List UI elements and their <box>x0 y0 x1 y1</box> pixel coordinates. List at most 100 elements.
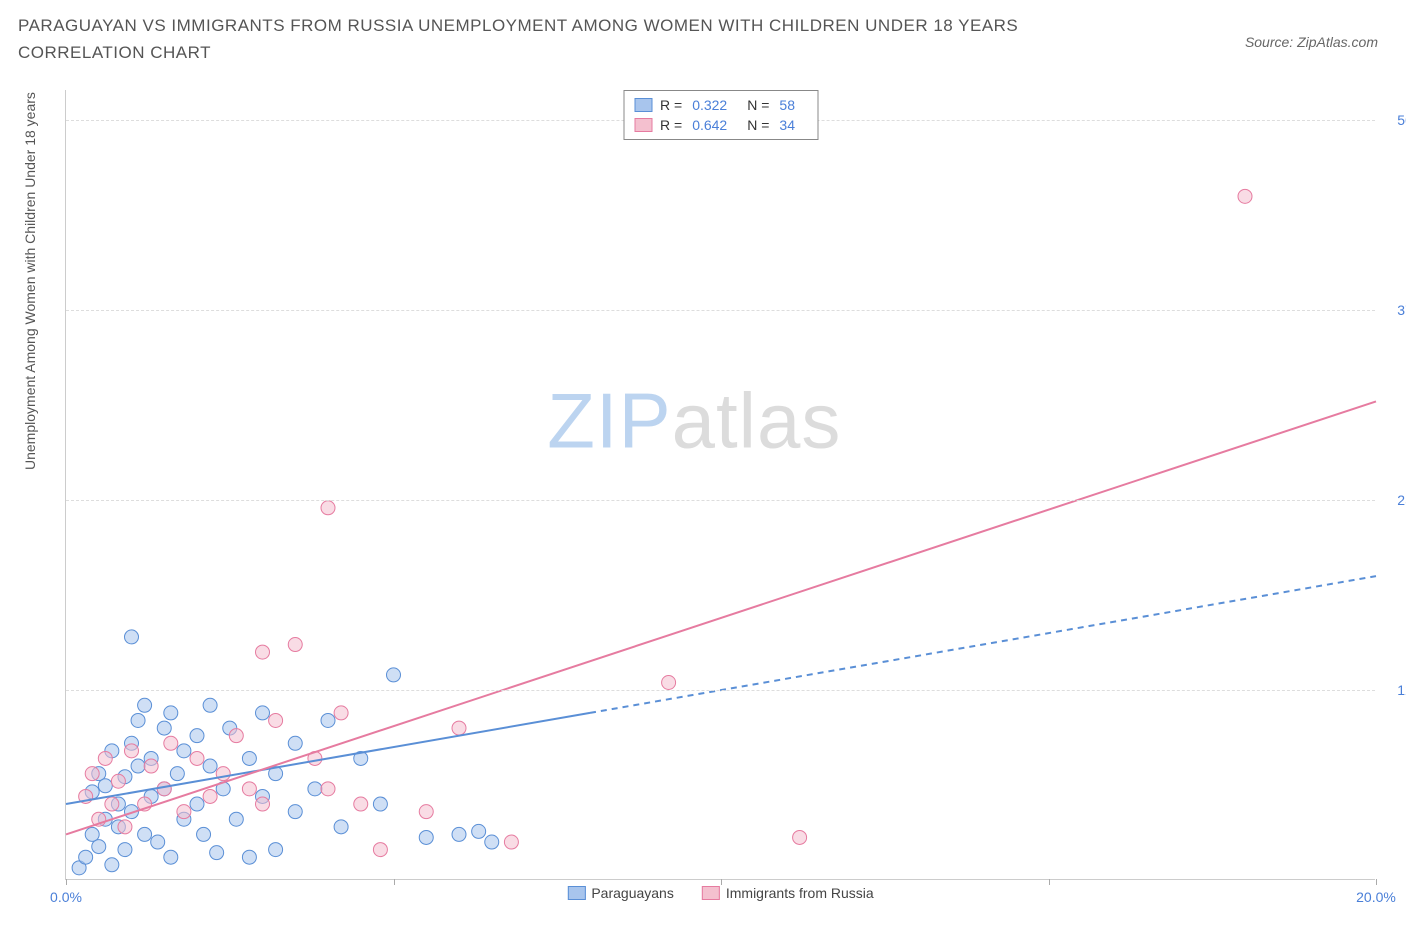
scatter-point <box>229 812 243 826</box>
scatter-point <box>177 805 191 819</box>
scatter-point <box>177 744 191 758</box>
legend-stats-box: R = 0.322 N = 58 R = 0.642 N = 34 <box>623 90 818 140</box>
scatter-point <box>288 805 302 819</box>
scatter-point <box>79 850 93 864</box>
scatter-point <box>203 789 217 803</box>
scatter-point <box>197 827 211 841</box>
scatter-point <box>1238 189 1252 203</box>
scatter-point <box>256 706 270 720</box>
legend-n-label: N = <box>747 117 769 133</box>
x-tick-label: 0.0% <box>50 889 82 905</box>
scatter-point <box>111 774 125 788</box>
scatter-point <box>334 706 348 720</box>
scatter-point <box>118 820 132 834</box>
y-tick-label: 12.5% <box>1379 682 1406 698</box>
scatter-point <box>131 713 145 727</box>
y-tick-label: 25.0% <box>1379 492 1406 508</box>
scatter-point <box>92 840 106 854</box>
plot-area: ZIPatlas R = 0.322 N = 58 R = 0.642 N = … <box>65 90 1375 880</box>
scatter-point <box>164 850 178 864</box>
scatter-point <box>452 721 466 735</box>
scatter-point <box>485 835 499 849</box>
scatter-point <box>452 827 466 841</box>
scatter-point <box>288 736 302 750</box>
scatter-point <box>190 729 204 743</box>
scatter-point <box>138 827 152 841</box>
plot-svg <box>66 90 1375 879</box>
scatter-point <box>373 797 387 811</box>
chart-title: PARAGUAYAN VS IMMIGRANTS FROM RUSSIA UNE… <box>18 12 1138 66</box>
scatter-point <box>170 767 184 781</box>
scatter-point <box>419 805 433 819</box>
x-tick <box>1049 879 1050 885</box>
scatter-point <box>98 751 112 765</box>
scatter-point <box>419 830 433 844</box>
legend-label: Immigrants from Russia <box>726 885 874 901</box>
gridline <box>66 690 1375 691</box>
scatter-point <box>125 630 139 644</box>
scatter-point <box>144 759 158 773</box>
scatter-point <box>151 835 165 849</box>
legend-r-value: 0.322 <box>692 97 727 113</box>
scatter-point <box>157 782 171 796</box>
x-tick <box>1376 879 1377 885</box>
legend-r-label: R = <box>660 97 682 113</box>
y-tick-label: 37.5% <box>1379 302 1406 318</box>
scatter-point <box>269 843 283 857</box>
swatch-russia <box>702 886 720 900</box>
scatter-point <box>373 843 387 857</box>
scatter-point <box>229 729 243 743</box>
y-axis-title: Unemployment Among Women with Children U… <box>22 92 38 470</box>
scatter-point <box>321 501 335 515</box>
scatter-point <box>288 638 302 652</box>
y-tick-label: 50.0% <box>1379 112 1406 128</box>
scatter-point <box>269 713 283 727</box>
scatter-point <box>190 751 204 765</box>
legend-n-value: 34 <box>779 117 795 133</box>
scatter-point <box>125 744 139 758</box>
scatter-point <box>472 824 486 838</box>
legend-n-value: 58 <box>779 97 795 113</box>
x-tick <box>394 879 395 885</box>
scatter-point <box>242 850 256 864</box>
chart-source: Source: ZipAtlas.com <box>1245 34 1378 50</box>
legend-label: Paraguayans <box>591 885 674 901</box>
scatter-point <box>210 846 224 860</box>
scatter-point <box>190 797 204 811</box>
x-tick <box>66 879 67 885</box>
scatter-point <box>256 797 270 811</box>
gridline <box>66 500 1375 501</box>
scatter-point <box>164 736 178 750</box>
legend-n-label: N = <box>747 97 769 113</box>
legend-r-label: R = <box>660 117 682 133</box>
scatter-point <box>131 759 145 773</box>
scatter-point <box>118 843 132 857</box>
legend-item-paraguayans: Paraguayans <box>567 885 674 901</box>
legend-stats-row: R = 0.322 N = 58 <box>634 95 807 115</box>
swatch-paraguayans <box>634 98 652 112</box>
scatter-point <box>98 779 112 793</box>
swatch-russia <box>634 118 652 132</box>
scatter-point <box>256 645 270 659</box>
scatter-point <box>105 797 119 811</box>
scatter-point <box>334 820 348 834</box>
regression-line-extrapolated <box>590 576 1376 713</box>
legend-item-russia: Immigrants from Russia <box>702 885 874 901</box>
x-tick-label: 20.0% <box>1356 889 1396 905</box>
legend-bottom: Paraguayans Immigrants from Russia <box>567 885 873 901</box>
scatter-point <box>105 858 119 872</box>
scatter-point <box>242 782 256 796</box>
scatter-point <box>85 767 99 781</box>
scatter-point <box>242 751 256 765</box>
scatter-point <box>504 835 518 849</box>
scatter-point <box>387 668 401 682</box>
scatter-point <box>138 698 152 712</box>
legend-stats-row: R = 0.642 N = 34 <box>634 115 807 135</box>
gridline <box>66 310 1375 311</box>
scatter-point <box>321 782 335 796</box>
scatter-point <box>793 830 807 844</box>
swatch-paraguayans <box>567 886 585 900</box>
legend-r-value: 0.642 <box>692 117 727 133</box>
scatter-point <box>203 759 217 773</box>
scatter-point <box>308 782 322 796</box>
